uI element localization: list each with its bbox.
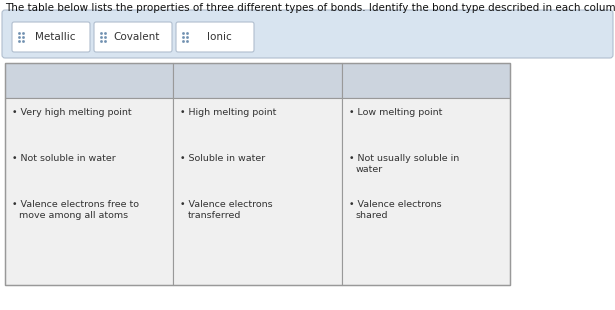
Bar <box>5 63 510 285</box>
FancyBboxPatch shape <box>2 10 613 58</box>
Bar <box>342 63 510 98</box>
Text: • Very high melting point: • Very high melting point <box>12 108 132 117</box>
FancyBboxPatch shape <box>176 22 254 52</box>
Text: shared: shared <box>355 211 388 220</box>
Bar <box>173 63 342 98</box>
Text: • Low melting point: • Low melting point <box>349 108 442 117</box>
Bar <box>342 98 510 285</box>
Bar <box>5 98 173 285</box>
Text: move among all atoms: move among all atoms <box>19 211 128 220</box>
FancyBboxPatch shape <box>12 22 90 52</box>
Text: • Not soluble in water: • Not soluble in water <box>12 154 116 163</box>
Text: Metallic: Metallic <box>35 32 75 42</box>
Text: • High melting point: • High melting point <box>180 108 277 117</box>
Text: Covalent: Covalent <box>114 32 160 42</box>
Text: Ionic: Ionic <box>207 32 231 42</box>
Text: • Soluble in water: • Soluble in water <box>180 154 266 163</box>
Text: • Valence electrons free to: • Valence electrons free to <box>12 200 139 209</box>
Text: transferred: transferred <box>188 211 240 220</box>
Text: The table below lists the properties of three different types of bonds. Identify: The table below lists the properties of … <box>5 3 615 13</box>
FancyBboxPatch shape <box>94 22 172 52</box>
Text: • Valence electrons: • Valence electrons <box>349 200 442 209</box>
Text: water: water <box>355 165 383 174</box>
Bar <box>5 63 173 98</box>
Text: • Valence electrons: • Valence electrons <box>180 200 273 209</box>
Bar <box>173 98 342 285</box>
Text: • Not usually soluble in: • Not usually soluble in <box>349 154 459 163</box>
